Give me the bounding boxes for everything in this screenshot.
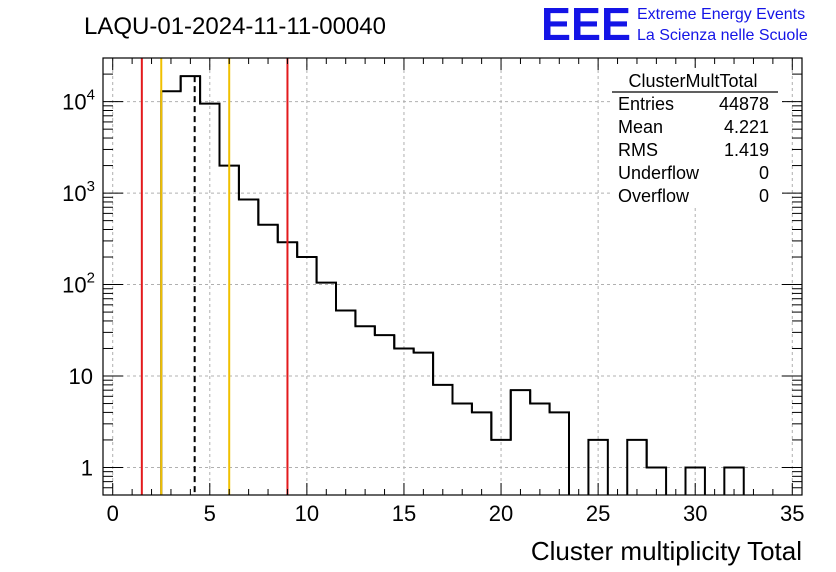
histogram-bin: [179, 75, 202, 104]
x-tick-label: 30: [683, 501, 707, 526]
histogram-bin: [412, 348, 435, 385]
axis-ticks-layer: [103, 57, 802, 495]
tick-labels-layer: 0 5 10 15 20 25 30 35 1 10 102 103 104: [62, 87, 804, 526]
histogram-bin: [723, 466, 745, 495]
histogram-bin: [335, 282, 357, 327]
y-tick-label: 10: [69, 364, 93, 389]
histogram-bin: [432, 352, 454, 404]
histogram-bin: [645, 439, 668, 495]
y-tick-label: 103: [62, 178, 95, 206]
histogram-bin: [470, 403, 493, 440]
histogram-bin: [160, 76, 182, 495]
histogram-bin: [451, 384, 473, 413]
stats-value-mean: 4.221: [724, 117, 769, 137]
histogram-bin: [548, 403, 570, 495]
stats-box-background: [610, 68, 782, 208]
stats-value-overflow: 0: [759, 186, 769, 206]
histogram-bin: [354, 310, 376, 336]
x-tick-label: 5: [204, 501, 216, 526]
histogram-bin: [587, 438, 609, 495]
histogram-bin: [393, 335, 415, 353]
stats-value-underflow: 0: [759, 163, 769, 183]
stats-box: ClusterMultTotal Entries 44878 Mean 4.22…: [610, 68, 782, 208]
stats-label-mean: Mean: [618, 117, 663, 137]
histogram-bin: [684, 466, 706, 495]
x-tick-label: 20: [489, 501, 513, 526]
eee-logo-line2: La Scienza nelle Scuole: [637, 27, 808, 44]
x-tick-label: 0: [107, 501, 119, 526]
stats-value-entries: 44878: [719, 94, 769, 114]
y-tick-label: 102: [62, 270, 95, 298]
histogram-bin: [237, 165, 260, 225]
x-tick-label: 10: [295, 501, 319, 526]
histogram-bin: [315, 257, 337, 311]
x-axis-label: Cluster multiplicity Total: [531, 536, 802, 566]
histogram-bin: [529, 390, 551, 413]
histogram-bin: [257, 199, 279, 243]
stats-label-rms: RMS: [618, 140, 658, 160]
eee-logo: EEE Extreme Energy Events La Scienza nel…: [541, 0, 808, 50]
eee-logo-mark: EEE: [541, 0, 631, 50]
x-tick-label: 15: [392, 501, 416, 526]
y-tick-label: 1: [81, 455, 93, 480]
reference-lines-layer: [140, 58, 289, 495]
y-tick-label: 104: [62, 87, 95, 115]
eee-logo-line1: Extreme Energy Events: [637, 6, 805, 23]
x-tick-label: 25: [586, 501, 610, 526]
histogram-bin: [373, 326, 396, 349]
stats-title: ClusterMultTotal: [628, 71, 757, 91]
histogram-bin: [509, 389, 532, 440]
stats-value-rms: 1.419: [724, 140, 769, 160]
x-tick-label: 35: [780, 501, 804, 526]
chart-title: LAQU-01-2024-11-11-00040: [84, 13, 386, 40]
stats-label-entries: Entries: [618, 94, 674, 114]
stats-label-underflow: Underflow: [618, 163, 700, 183]
stats-label-overflow: Overflow: [618, 186, 690, 206]
plot-frame: [102, 57, 803, 496]
